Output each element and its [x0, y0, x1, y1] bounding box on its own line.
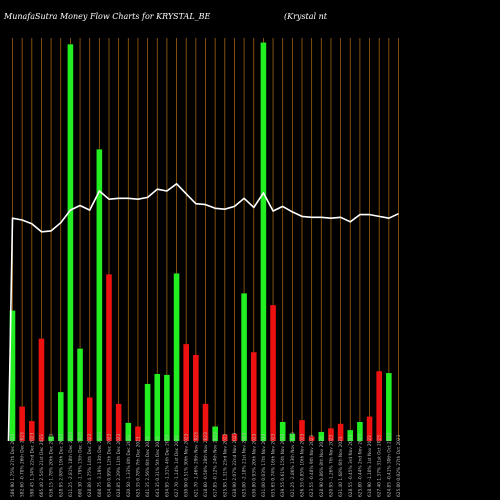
- money-flow-bar: [183, 344, 189, 441]
- money-flow-bar: [260, 42, 267, 442]
- x-tick-label: 617.85 -0.12% 24th Nov 2023: [213, 432, 219, 497]
- x-tick-label: 634.95 -1.31% 4th Dec 2023: [164, 435, 170, 497]
- money-flow-bar: [193, 354, 199, 441]
- x-tick-label: 621.25 -2.86% 13th Nov 2023: [290, 432, 296, 497]
- money-flow-bar: [376, 371, 382, 441]
- x-tick-label: 623.55 -0.48% 9th Nov 2023: [309, 435, 315, 497]
- money-flow-bar: [173, 273, 180, 441]
- money-flow-bar: [115, 403, 122, 441]
- money-flow-bar: [67, 44, 74, 441]
- money-flow-bar: [279, 421, 286, 441]
- money-flow-bar: [241, 293, 247, 441]
- x-tick-label: 625.35 0.78% 7th Dec 2023: [135, 436, 141, 497]
- x-tick-label: 627.70 -1.14% 1st Dec 2023: [174, 435, 180, 497]
- money-flow-bar: [231, 433, 238, 441]
- money-flow-bar: [77, 348, 83, 441]
- money-flow-bar: [212, 426, 218, 441]
- money-flow-bar: [386, 373, 392, 441]
- money-flow-bar: [222, 434, 228, 441]
- money-flow-bar: [38, 338, 45, 441]
- x-tick-label: 628.80 4.75% 14th Dec 2023: [87, 433, 93, 497]
- x-tick-label: 643.35 0.31% 5th Dec 2023: [155, 436, 161, 497]
- money-flow-bars: [9, 42, 392, 442]
- money-flow-bar: [96, 149, 103, 442]
- x-tick-label: 590.45 1.34% 22nd Dec 2023: [29, 432, 35, 497]
- x-tick-label: 627.40 1.37% 31st Oct 2023: [377, 435, 383, 497]
- x-tick-label: 600.30 -1.79% 15th Dec 2023: [78, 432, 84, 497]
- vertical-gridlines: [12, 38, 399, 441]
- x-tick-label: 611.25 -2.81% 18th Dec 2023: [68, 432, 74, 497]
- x-tick-label: 625.95 1.31% 23rd Nov 2023: [222, 433, 228, 497]
- x-tick-label: 586.90 1.75% 27th Dec 2023: [10, 433, 16, 497]
- money-flow-bar: [299, 420, 305, 441]
- money-flow-bar: [154, 373, 161, 441]
- x-tick-label: 620.50 -1.33% 8th Dec 2023: [126, 435, 132, 497]
- money-flow-bar: [9, 310, 16, 441]
- x-tick-label: 628.95 2.08% 19th Dec 2023: [58, 433, 64, 497]
- money-flow-bar: [250, 352, 257, 441]
- money-flow-bar: [29, 421, 35, 441]
- money-flow-bar: [357, 421, 363, 441]
- money-flow-bar: [289, 433, 296, 441]
- x-tick-label: 635.65 0.74% 16th Nov 2023: [271, 433, 277, 497]
- x-tick-label: 639.55 0.61% 15th Nov 2023: [280, 433, 286, 497]
- x-tick-label: 631.40 1.68% 6th Nov 2023: [338, 436, 344, 497]
- x-tick-label: 625.80 -0.44% 2nd Nov 2023: [357, 434, 363, 497]
- x-tick-label: 624.85 -0.41% 30th Oct 2023: [386, 433, 392, 497]
- x-tick-label: 628.55 -0.45% 3rd Nov 2023: [348, 435, 354, 497]
- money-flow-bar: [135, 426, 141, 441]
- price-line: [7, 183, 399, 442]
- x-tick-label: 631.00 0.03% 17th Nov 2023: [261, 433, 267, 497]
- money-flow-bar: [270, 305, 276, 441]
- x-tick-label: 638.90 2.07% 22nd Nov 2023: [232, 432, 238, 497]
- money-flow-bar: [125, 422, 132, 441]
- money-flow-bar: [48, 436, 54, 441]
- price-line-path: [7, 183, 399, 442]
- money-flow-bar: [202, 403, 209, 441]
- x-tick-label: 620.95 -1.26% 7th Nov 2023: [328, 435, 334, 497]
- money-flow-bar: [86, 397, 93, 441]
- x-tick-label: 582.60 -0.78% 26th Dec 2023: [20, 432, 26, 497]
- x-tick-label: 618.90 -1.10% 1st Nov 2023: [367, 435, 373, 497]
- money-flow-bar: [318, 431, 325, 441]
- x-tick-label: 614.80 0.99% 12th Dec 2023: [107, 433, 113, 497]
- money-flow-bar: [164, 374, 170, 441]
- x-tick-label: 621.70 -1.46% 29th Nov 2023: [193, 432, 199, 497]
- x-tick-label: 630.90 0.51% 30th Nov 2023: [184, 433, 190, 497]
- money-flow-bar: [347, 430, 354, 441]
- chart-title: MunafaSutra Money Flow Charts for KRYSTA…: [4, 12, 211, 21]
- x-tick-label: 625.00 -2.18% 21st Nov 2023: [242, 432, 248, 497]
- x-tick-label: 625.00 0.02% 27th Oct 2023: [396, 434, 402, 497]
- money-flow-bar: [106, 274, 112, 441]
- x-tick-label: 618.60 -0.50% 28th Nov 2023: [203, 432, 209, 497]
- money-flow-bar: [308, 436, 315, 441]
- money-flow-bar: [337, 423, 344, 441]
- money-flow-bar: [144, 383, 151, 441]
- x-axis-tick-labels: 586.90 1.75% 27th Dec 2023 582.60 -0.78% …: [10, 432, 402, 497]
- x-tick-label: 628.90 0.86% 8th Nov 2023: [319, 436, 325, 497]
- money-flow-bar: [57, 392, 64, 441]
- x-tick-label: 630.80 0.93% 20th Nov 2023: [251, 433, 257, 497]
- x-tick-label: 608.75 -3.19% 13th Dec 2023: [97, 432, 103, 497]
- x-tick-label: 626.55 0.85% 10th Nov 2023: [300, 433, 306, 497]
- money-flow-bar: [366, 416, 373, 441]
- company-name: (Krystal nt: [284, 12, 327, 21]
- x-tick-label: 605.40 2.54% 21st Dec 2023: [39, 434, 45, 497]
- money-flow-bar: [328, 428, 334, 441]
- money-flow-bar: [19, 406, 25, 441]
- x-tick-label: 628.85 2.29% 11th Dec 2023: [116, 433, 122, 497]
- x-tick-label: 641.35 2.56% 6th Dec 2023: [145, 436, 151, 497]
- x-tick-label: 616.15 1.78% 20th Dec 2023: [49, 433, 55, 497]
